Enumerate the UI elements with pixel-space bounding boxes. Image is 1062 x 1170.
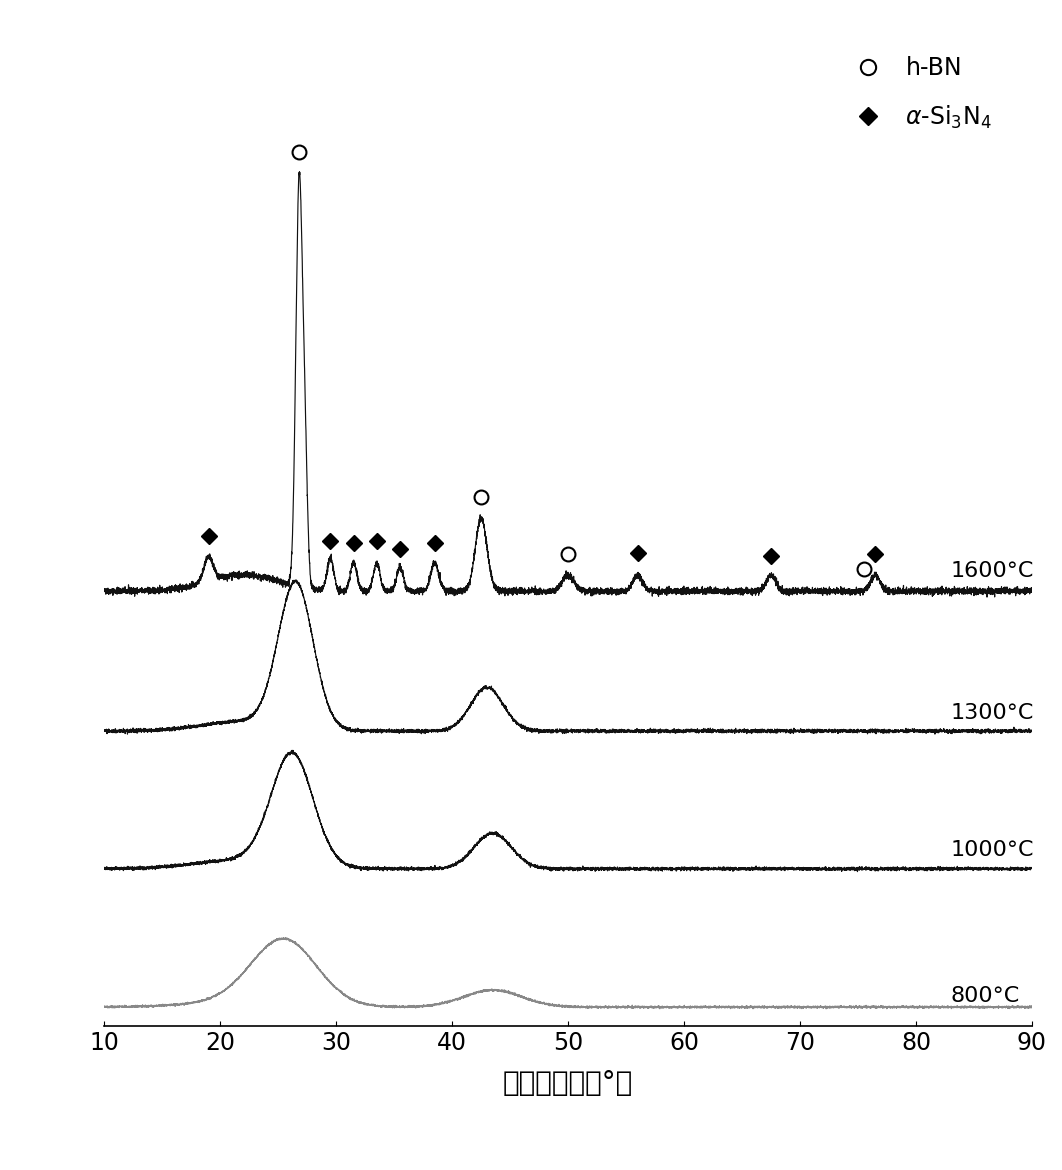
Text: 1000°C: 1000°C	[950, 840, 1034, 860]
Text: 800°C: 800°C	[950, 985, 1021, 1005]
X-axis label: 二倍入射角（°）: 二倍入射角（°）	[503, 1068, 633, 1096]
Legend: h-BN, $\alpha$-Si$_3$N$_4$: h-BN, $\alpha$-Si$_3$N$_4$	[825, 37, 1011, 150]
Text: 1600°C: 1600°C	[950, 562, 1034, 581]
Text: 1300°C: 1300°C	[950, 702, 1034, 723]
